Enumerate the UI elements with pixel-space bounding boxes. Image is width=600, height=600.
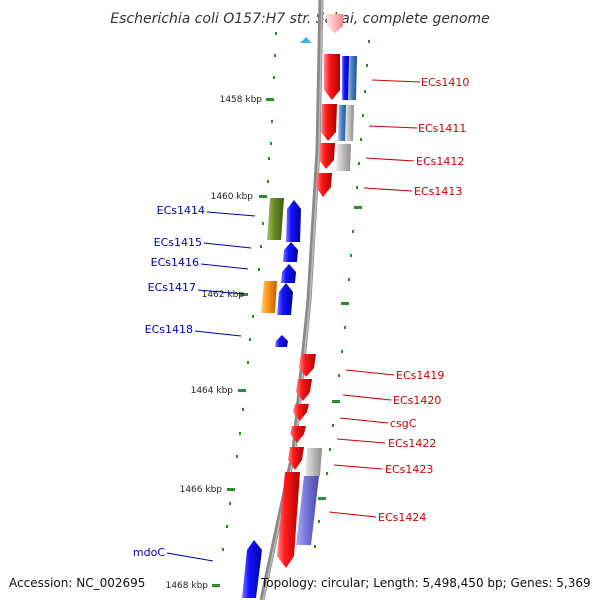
gene-label-ECs1423[interactable]: ECs1423 (385, 463, 433, 476)
topology-text: Topology: circular; Length: 5,498,450 bp… (260, 576, 591, 590)
kbp-label: 1458 kbp (220, 95, 263, 105)
forward-leader-lines (328, 79, 421, 518)
gene-arrow-ECs1422[interactable] (290, 426, 306, 443)
gene-label-ECs1422[interactable]: ECs1422 (388, 437, 436, 450)
kbp-tick-marks (212, 98, 362, 587)
gene-arrow-ECs1417[interactable] (277, 283, 293, 315)
gene-label-ECs1417[interactable]: ECs1417 (148, 281, 196, 294)
gene-arrow-ECs1411-grey[interactable] (345, 105, 354, 141)
gene-arrow-ECs1424-lavender[interactable] (296, 476, 319, 545)
gene-arrow-ECs1412-grey[interactable] (336, 144, 351, 171)
gene-arrow-ECs1412[interactable] (319, 143, 335, 169)
gene-arrow-ECs1423-grey[interactable] (305, 448, 322, 476)
gene-arrow-ECs1413[interactable] (316, 173, 332, 197)
gene-arrow-ECs1416[interactable] (281, 264, 296, 283)
gene-arrow-ECs1410[interactable] (324, 54, 340, 100)
gene-label-ECs1419[interactable]: ECs1419 (396, 369, 444, 382)
gene-arrow-ECs1418[interactable] (275, 335, 288, 347)
gene-label-mdoC[interactable]: mdoC (133, 546, 165, 559)
gene-arrow-ECs1411[interactable] (321, 104, 337, 141)
gene-label-ECs1424[interactable]: ECs1424 (378, 511, 426, 524)
kbp-label: 1462 kbp (202, 290, 245, 300)
gene-label-ECs1418[interactable]: ECs1418 (145, 323, 193, 336)
gene-label-csgC[interactable]: csgC (390, 417, 417, 430)
gene-arrow-ECs1410-blue[interactable] (342, 56, 349, 100)
gene-block-ECs1414-olive[interactable] (267, 198, 284, 240)
gene-arrow-ECs1420[interactable] (296, 379, 312, 401)
gene-label-ECs1416[interactable]: ECs1416 (151, 256, 199, 269)
gene-arrow-ECs1424[interactable] (277, 472, 300, 568)
kbp-label: 1466 kbp (180, 485, 223, 495)
gene-arrow-ECs1419[interactable] (299, 354, 316, 377)
gene-label-ECs1411[interactable]: ECs1411 (418, 122, 466, 135)
gene-arrow-ECs1423[interactable] (288, 447, 304, 470)
gene-arrow-csgC[interactable] (293, 404, 309, 421)
gene-arrow-top-partial[interactable] (327, 14, 343, 33)
kbp-label: 1464 kbp (191, 386, 234, 396)
gene-arrow-mdoC[interactable] (242, 540, 262, 598)
position-marker (300, 37, 312, 43)
gene-arrow-ECs1410-steel[interactable] (348, 56, 357, 100)
gene-label-ECs1415[interactable]: ECs1415 (154, 236, 202, 249)
gene-arrow-ECs1414[interactable] (286, 200, 301, 242)
gene-label-ECs1410[interactable]: ECs1410 (421, 76, 469, 89)
kbp-label: 1468 kbp (166, 581, 209, 591)
gene-arrow-ECs1411-steel[interactable] (338, 105, 347, 141)
gene-label-ECs1420[interactable]: ECs1420 (393, 394, 441, 407)
genome-title: Escherichia coli O157:H7 str. Sakai, com… (110, 11, 489, 27)
ring-guides (222, 32, 370, 551)
gene-label-ECs1413[interactable]: ECs1413 (414, 185, 462, 198)
kbp-label: 1460 kbp (211, 192, 254, 202)
gene-block-ECs1417-orange[interactable] (261, 281, 277, 313)
gene-label-ECs1414[interactable]: ECs1414 (157, 204, 205, 217)
reverse-leader-lines (166, 211, 256, 562)
gene-arrow-ECs1415[interactable] (283, 242, 298, 262)
gene-label-ECs1412[interactable]: ECs1412 (416, 155, 464, 168)
accession-text: Accession: NC_002695 (9, 576, 145, 590)
